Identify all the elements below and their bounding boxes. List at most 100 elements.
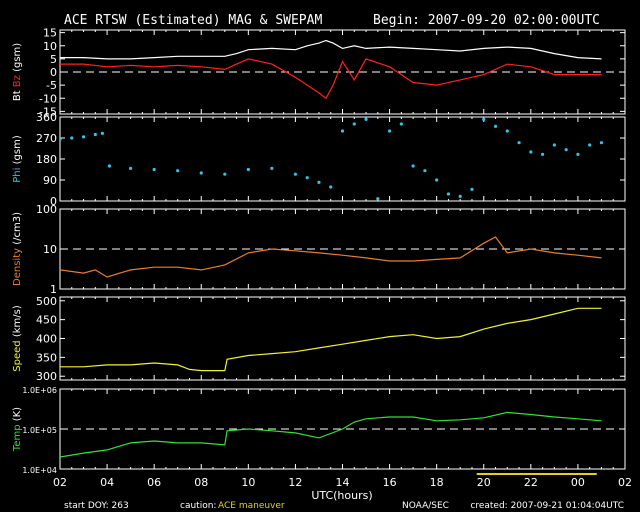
phi-point — [352, 122, 356, 126]
phi-point — [293, 172, 298, 176]
phi-point — [152, 167, 156, 172]
y-tick-label: 15 — [43, 27, 57, 40]
panel-frame — [59, 296, 626, 381]
created-time: created: 2007-09-21 01:04:04UTC — [470, 501, 624, 511]
y-axis-label-part: Bz — [12, 75, 23, 90]
series-group — [60, 307, 602, 372]
y-tick-label: -10 — [39, 92, 57, 105]
phi-point — [446, 192, 451, 196]
y-axis-label-part: (gsm) — [12, 43, 23, 75]
y-axis-label-part: Density — [12, 248, 23, 286]
y-tick-label: 10 — [43, 40, 57, 53]
phi-point — [199, 171, 203, 175]
panel-temp: 1.0E+06 1.0E+05 1.0E+04 Temp (K) — [12, 386, 626, 475]
phi-point — [470, 187, 474, 191]
series-group — [60, 39, 602, 100]
y-axis-label: Phi (gsm) — [12, 135, 23, 183]
x-tick-label: 22 — [524, 476, 538, 489]
bz-series-line — [60, 58, 602, 100]
phi-point — [517, 141, 521, 145]
phi-point — [411, 164, 415, 168]
y-axis-label: Temp (K) — [12, 407, 23, 452]
phi-point — [423, 169, 427, 173]
panel-phi: 360 270 180 90 0 Phi (gsm) — [12, 111, 626, 208]
y-tick-label: 10 — [43, 243, 57, 256]
y-axis-label: Density (/cm3) — [12, 212, 23, 286]
phi-point — [340, 129, 345, 133]
phi-point — [317, 180, 321, 184]
x-axis-label: UTC(hours) — [311, 489, 372, 502]
y-axis-label-part: (/cm3) — [12, 212, 23, 248]
y-axis-label: Bt Bz (gsm) — [12, 43, 23, 101]
y-axis-label-part: (km/s) — [12, 305, 23, 340]
phi-point — [270, 166, 274, 170]
y-tick-label: 300 — [36, 370, 57, 383]
phi-point — [100, 131, 104, 135]
phi-point — [107, 164, 112, 168]
y-axis-label-part: Bt — [12, 90, 23, 101]
phi-point — [81, 135, 86, 139]
phi-point — [588, 143, 592, 147]
phi-point — [599, 141, 604, 145]
x-tick-label: 10 — [241, 476, 255, 489]
y-tick-label: 1.0E+04 — [22, 466, 57, 475]
density-series-line — [60, 236, 602, 278]
x-tick-label: 02 — [618, 476, 632, 489]
y-tick-label: 0 — [50, 195, 57, 208]
y-tick-label: -15 — [39, 105, 57, 118]
y-axis-label: Speed (km/s) — [12, 305, 23, 372]
x-tick-label: 04 — [100, 476, 114, 489]
y-axis-label-part: (gsm) — [12, 135, 23, 167]
phi-point — [93, 132, 97, 137]
caution-label: caution: — [180, 501, 216, 511]
y-axis-label-part: (K) — [12, 407, 23, 425]
phi-point — [564, 148, 568, 152]
y-tick-label: 5 — [50, 53, 57, 66]
y-tick-label: 1 — [50, 283, 57, 296]
y-tick-label: 90 — [43, 174, 57, 187]
x-tick-label: 08 — [194, 476, 208, 489]
x-tick-label: 02 — [53, 476, 67, 489]
start-doy: start DOY: 263 — [64, 501, 129, 511]
phi-point — [176, 169, 180, 173]
x-axis: 02 04 06 08 10 12 14 16 18 20 22 00 02 — [53, 473, 632, 489]
y-tick-label: 500 — [36, 295, 57, 308]
phi-point — [552, 143, 556, 147]
x-tick-label: 06 — [147, 476, 161, 489]
phi-point — [364, 117, 368, 121]
y-axis-label-part: Temp — [12, 424, 23, 452]
phi-point — [387, 129, 392, 133]
x-tick-label: 00 — [571, 476, 585, 489]
phi-point — [246, 167, 250, 172]
phi-point — [223, 172, 227, 176]
x-tick-label: 12 — [288, 476, 302, 489]
x-tick-label: 14 — [336, 476, 350, 489]
y-tick-label: 1.0E+06 — [22, 386, 57, 395]
chart-title: ACE RTSW (Estimated) MAG & SWEPAM — [64, 13, 322, 28]
caution-value: ACE maneuver — [218, 501, 285, 511]
phi-point — [376, 197, 380, 201]
y-axis-label-part: Phi — [12, 168, 23, 183]
y-tick-label: 180 — [36, 153, 57, 166]
y-tick-label: 100 — [36, 203, 57, 216]
phi-point — [305, 176, 309, 180]
phi-point — [482, 117, 486, 121]
phi-point — [541, 152, 545, 156]
phi-point — [493, 124, 498, 128]
series-group — [60, 236, 602, 278]
x-tick-label: 20 — [477, 476, 491, 489]
series-group — [60, 411, 602, 458]
begin-time: Begin: 2007-09-20 02:00:00UTC — [373, 13, 600, 28]
phi-point — [576, 152, 580, 156]
y-tick-label: 450 — [36, 314, 57, 327]
phi-point — [458, 194, 462, 198]
y-tick-label: 360 — [36, 111, 57, 124]
series-group — [60, 117, 604, 201]
speed-series-line — [60, 307, 602, 372]
phi-point — [505, 129, 509, 133]
temp-series-line — [60, 411, 602, 458]
phi-point — [529, 150, 533, 154]
phi-point — [329, 185, 333, 189]
